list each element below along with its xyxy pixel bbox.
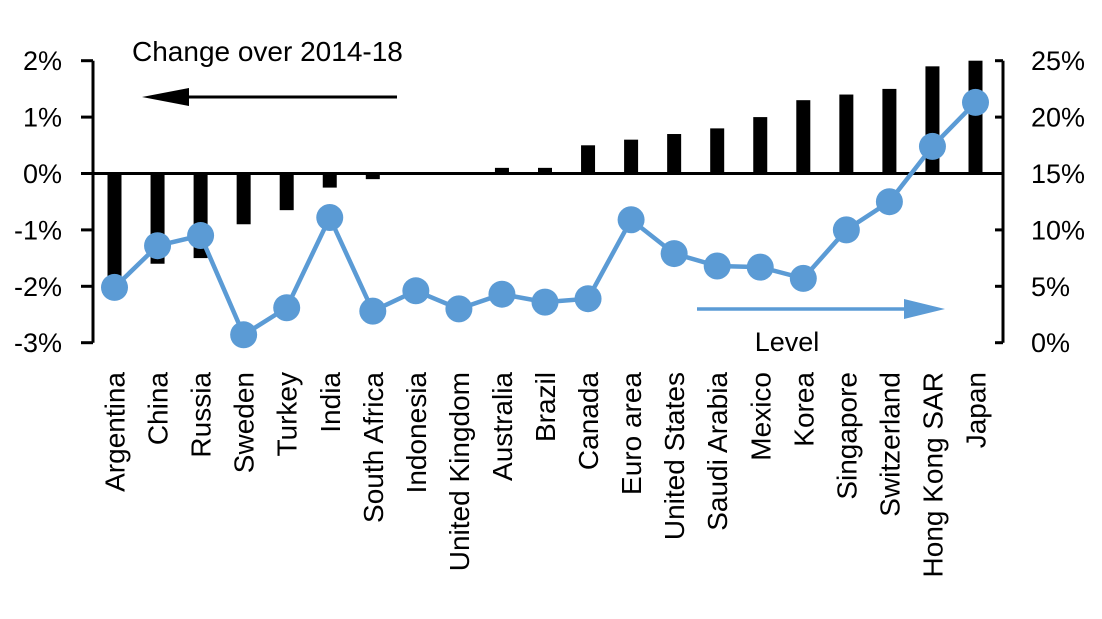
level-dot-united-kingdom bbox=[445, 295, 473, 323]
bar-saudi-arabia bbox=[710, 128, 725, 174]
bar-sweden bbox=[236, 173, 251, 225]
level-dot-saudi-arabia bbox=[703, 252, 731, 280]
right-axis-tick-label: 5% bbox=[1031, 272, 1070, 302]
x-label-united-states: United States bbox=[659, 372, 690, 540]
left-axis-tick-label: 1% bbox=[23, 103, 62, 133]
x-label-india: India bbox=[315, 372, 346, 433]
level-dot-argentina bbox=[101, 273, 128, 301]
level-dot-sweden bbox=[230, 321, 258, 349]
bar-brazil bbox=[538, 167, 552, 174]
bar-switzerland bbox=[882, 88, 897, 174]
bar-canada bbox=[581, 145, 596, 174]
x-label-singapore: Singapore bbox=[831, 372, 862, 500]
bar-australia bbox=[494, 167, 509, 174]
level-line-group bbox=[101, 88, 989, 349]
level-dot-south-africa bbox=[359, 297, 387, 325]
right-axis-tick-label: 0% bbox=[1031, 328, 1070, 358]
level-dot-india bbox=[316, 203, 344, 231]
bar-japan bbox=[968, 60, 983, 174]
x-label-saudi-arabia: Saudi Arabia bbox=[702, 372, 733, 531]
level-dot-brazil bbox=[531, 288, 559, 316]
level-dot-turkey bbox=[273, 294, 301, 322]
bar-mexico bbox=[753, 117, 768, 174]
x-label-japan: Japan bbox=[961, 372, 992, 448]
x-label-china: China bbox=[143, 372, 174, 446]
level-dot-united-states bbox=[660, 240, 688, 268]
right-series-annotation-label: Level bbox=[755, 327, 820, 357]
bar-south-africa bbox=[365, 173, 380, 180]
level-dot-singapore bbox=[832, 216, 860, 244]
level-dot-euro-area bbox=[617, 206, 645, 234]
x-label-argentina: Argentina bbox=[100, 372, 131, 492]
x-label-korea: Korea bbox=[788, 372, 819, 447]
x-label-canada: Canada bbox=[573, 372, 604, 471]
level-dot-russia bbox=[187, 222, 215, 250]
left-axis-tick-label: -3% bbox=[14, 328, 62, 358]
level-dot-canada bbox=[574, 285, 602, 313]
left-axis-tick-label: 0% bbox=[23, 159, 62, 189]
left-axis-tick-label: -2% bbox=[14, 272, 62, 302]
level-dot-hong-kong-sar bbox=[918, 132, 946, 160]
x-label-turkey: Turkey bbox=[272, 372, 303, 457]
right-axis-tick-label: 15% bbox=[1031, 159, 1085, 189]
level-dot-switzerland bbox=[875, 188, 903, 216]
level-dot-china bbox=[144, 232, 172, 260]
bar-singapore bbox=[839, 94, 854, 174]
bar-euro-area bbox=[624, 139, 639, 174]
x-label-russia: Russia bbox=[186, 372, 217, 458]
left-axis-tick-label: 2% bbox=[23, 46, 62, 76]
x-label-united-kingdom: United Kingdom bbox=[444, 372, 475, 571]
x-label-sweden: Sweden bbox=[229, 372, 260, 473]
x-label-indonesia: Indonesia bbox=[401, 372, 432, 494]
level-dot-australia bbox=[488, 280, 516, 308]
category-labels-group: Argentina China Russia Sweden Turkey India Sou… bbox=[100, 372, 992, 578]
bar-turkey bbox=[279, 173, 294, 211]
left-axis-tick-label: -1% bbox=[14, 215, 62, 245]
right-axis-tick-label: 20% bbox=[1031, 103, 1085, 133]
x-label-switzerland: Switzerland bbox=[874, 372, 905, 517]
bar-argentina bbox=[107, 173, 122, 281]
x-label-brazil: Brazil bbox=[530, 372, 561, 442]
x-label-south-africa: South Africa bbox=[358, 372, 389, 523]
bar-united-states bbox=[667, 134, 682, 174]
left-arrow-head-icon bbox=[142, 88, 189, 106]
x-label-australia: Australia bbox=[487, 372, 518, 481]
right-arrow-head-icon bbox=[904, 299, 945, 319]
left-series-annotation-group: Change over 2014-18 bbox=[132, 36, 403, 106]
level-dot-mexico bbox=[746, 253, 774, 281]
level-dot-korea bbox=[789, 264, 817, 292]
left-series-annotation-label: Change over 2014-18 bbox=[132, 36, 403, 67]
bar-india bbox=[322, 173, 337, 188]
x-label-mexico: Mexico bbox=[745, 372, 776, 461]
x-label-hong-kong-sar: Hong Kong SAR bbox=[917, 372, 948, 577]
bar-korea bbox=[796, 100, 811, 174]
bars-series-group bbox=[107, 60, 983, 281]
level-dot-japan bbox=[962, 88, 989, 116]
right-axis-tick-label: 25% bbox=[1031, 46, 1085, 76]
right-axis-tick-label: 10% bbox=[1031, 215, 1085, 245]
right-series-annotation-group: Level bbox=[697, 299, 945, 357]
level-dot-indonesia bbox=[402, 277, 430, 305]
x-label-euro-area: Euro area bbox=[616, 372, 647, 495]
